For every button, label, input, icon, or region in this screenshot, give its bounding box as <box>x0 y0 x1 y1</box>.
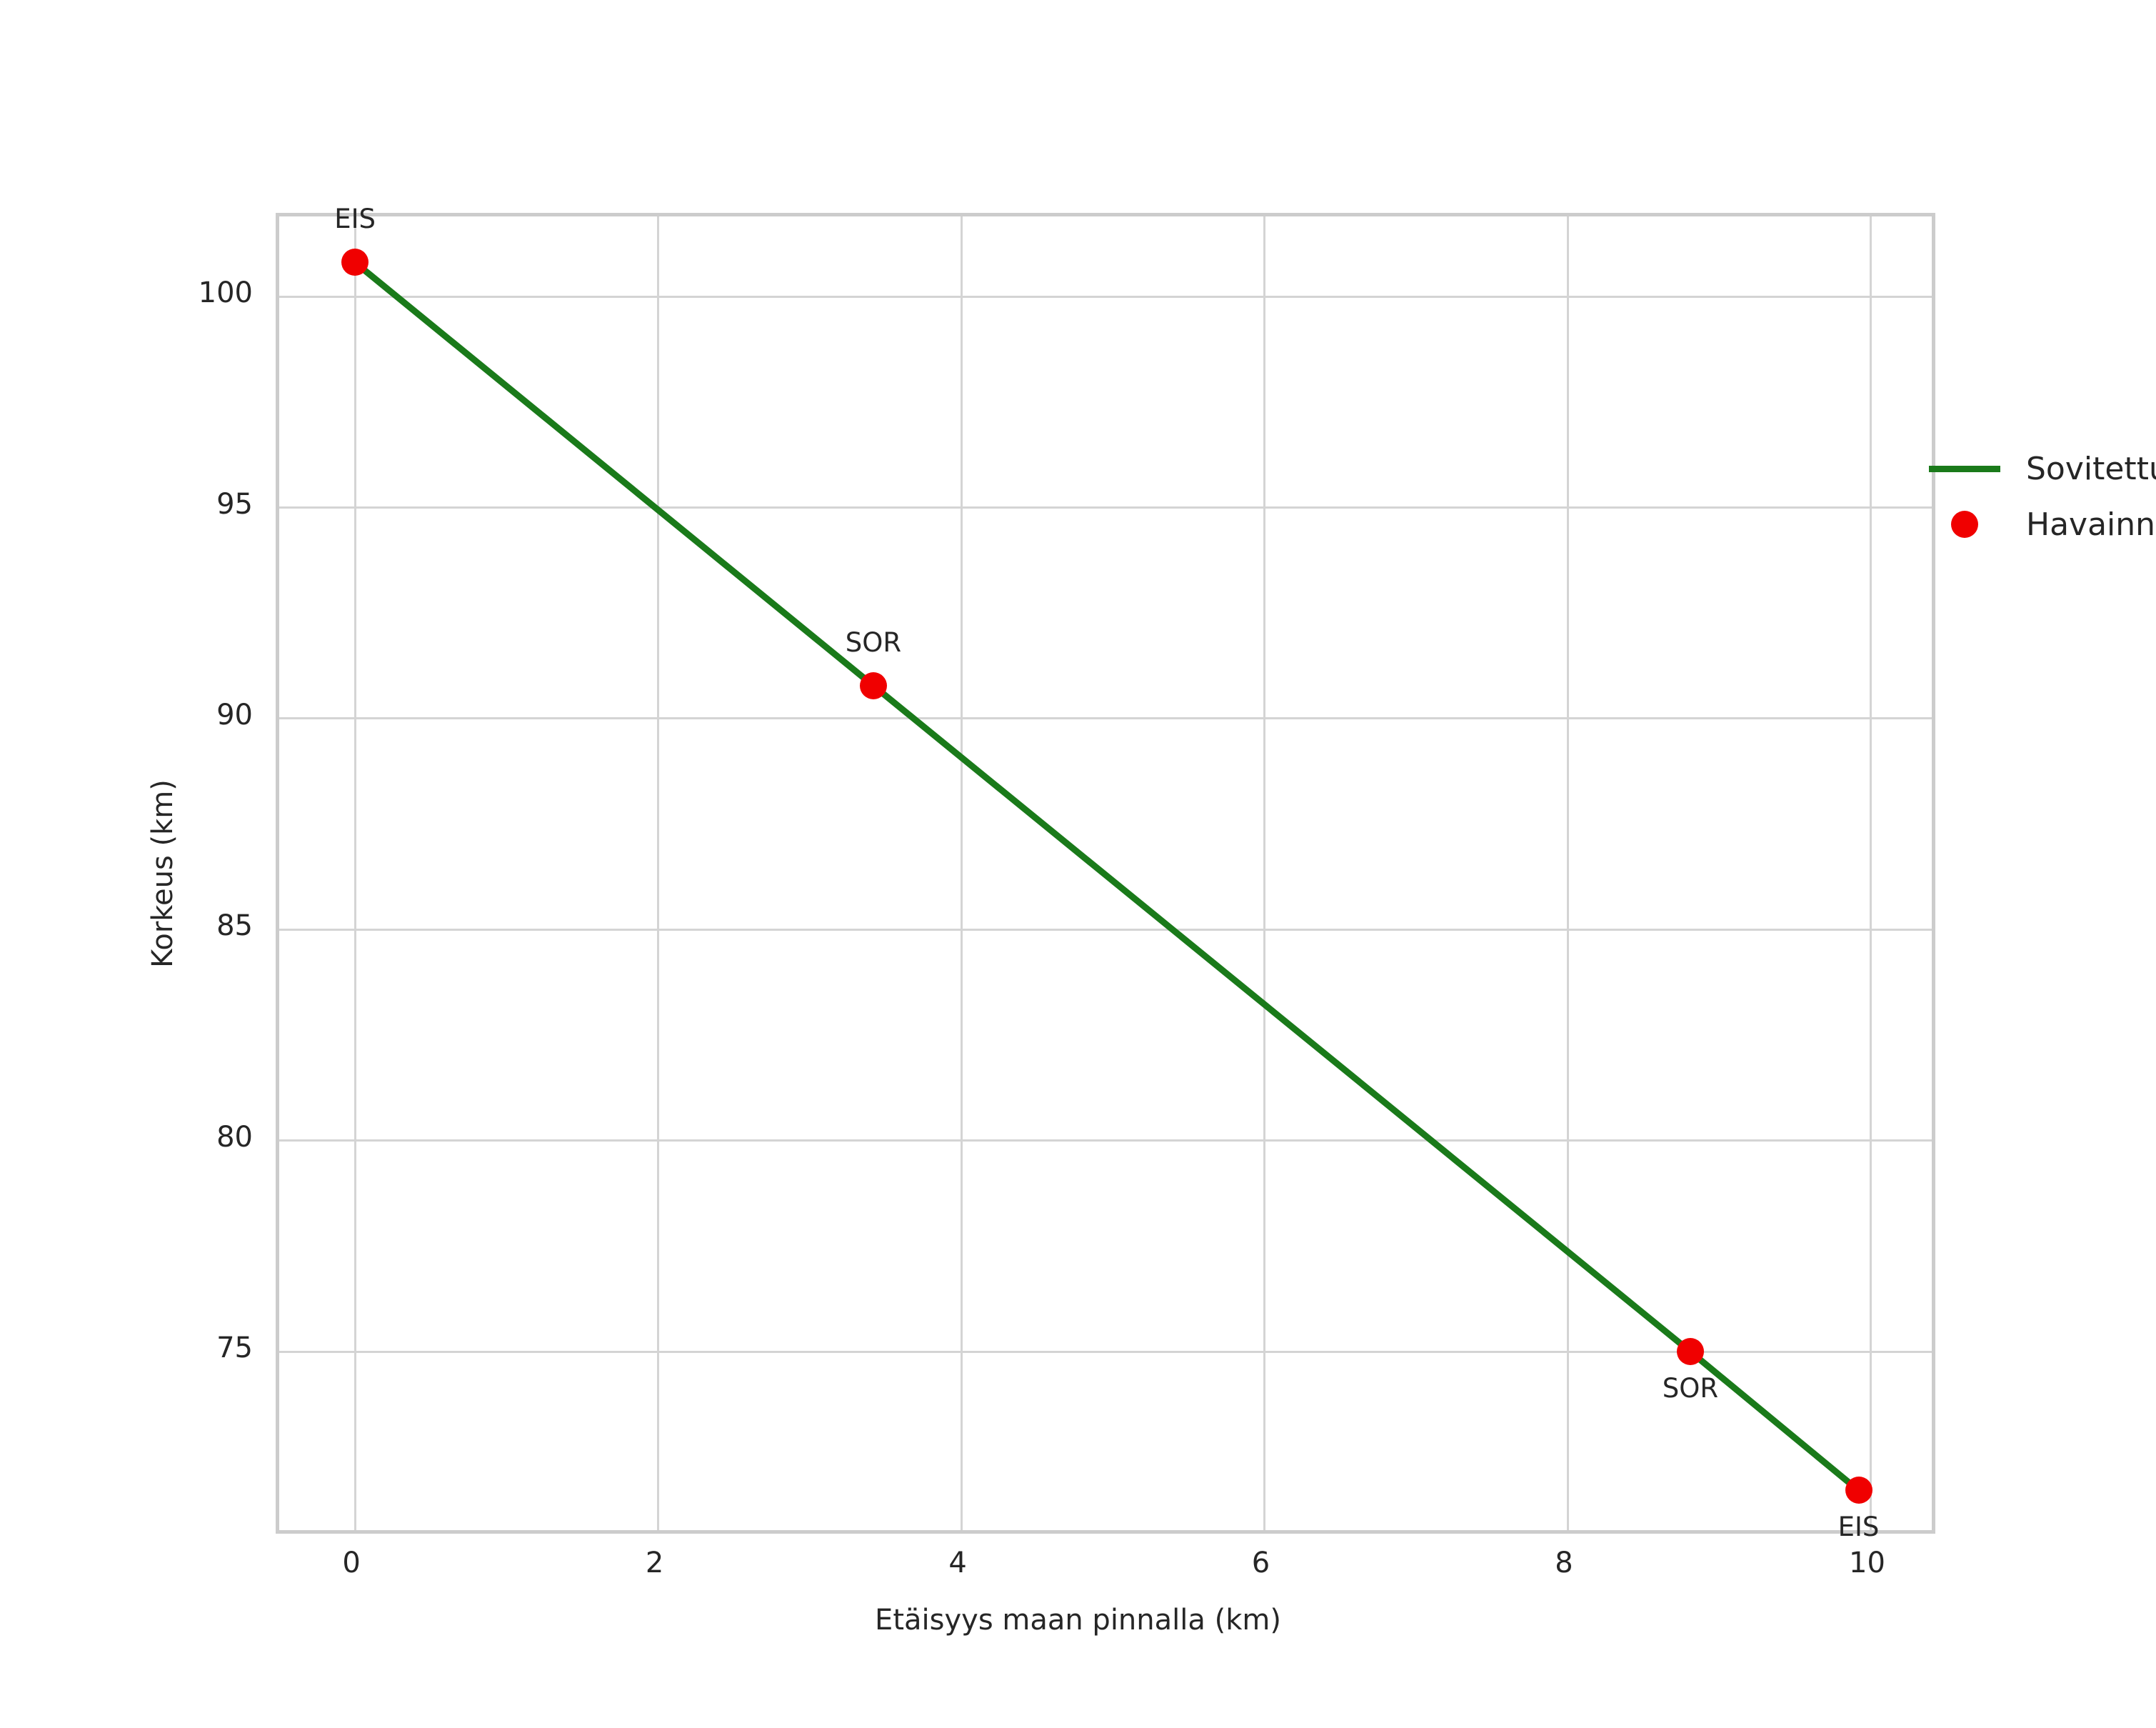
data-point-marker <box>1845 1477 1872 1504</box>
x-tick-label: 6 <box>1251 1547 1270 1579</box>
x-tick-label: 10 <box>1849 1547 1885 1579</box>
data-layer <box>351 259 1862 1494</box>
gridline-horizontal <box>279 1350 1932 1353</box>
gridline-horizontal <box>279 1139 1932 1142</box>
y-tick-label: 90 <box>216 698 253 731</box>
y-tick-label: 75 <box>216 1332 253 1365</box>
fitted-trajectory-line <box>351 259 1862 1494</box>
gridline-vertical <box>1263 216 1266 1530</box>
gridline-horizontal <box>279 928 1932 931</box>
y-tick-label: 100 <box>198 276 253 310</box>
data-point-marker <box>859 671 887 699</box>
gridline-horizontal <box>279 717 1932 720</box>
legend-entry: Sovitettu rata <box>1922 449 2156 489</box>
gridline-horizontal <box>279 295 1932 298</box>
plot-area: EIS SOR SOR EIS Sovitettu rata Havainnot <box>276 204 2156 1542</box>
gridline-vertical <box>1869 216 1872 1530</box>
y-tick-label: 80 <box>216 1120 253 1154</box>
legend-key-marker <box>1922 511 2007 538</box>
legend-line-swatch <box>1929 465 2000 472</box>
gridline-vertical <box>354 216 356 1530</box>
gridline-vertical <box>657 216 660 1530</box>
gridline-vertical <box>960 216 963 1530</box>
data-point-label: SOR <box>1662 1373 1719 1404</box>
legend-key-line <box>1922 465 2007 472</box>
x-tick-label: 0 <box>342 1547 361 1579</box>
y-tick-label: 95 <box>216 487 253 521</box>
x-axis-label: Etäisyys maan pinnalla (km) <box>875 1604 1281 1637</box>
data-point-label: EIS <box>334 204 376 235</box>
data-point-label: SOR <box>845 626 902 658</box>
data-point-label: EIS <box>1837 1512 1880 1543</box>
x-tick-label: 8 <box>1555 1547 1573 1579</box>
legend-dot-swatch <box>1951 511 1978 538</box>
x-tick-label: 2 <box>645 1547 664 1579</box>
legend-label: Havainnot <box>2026 506 2156 543</box>
legend-label: Sovitettu rata <box>2026 450 2156 487</box>
legend-entry: Havainnot <box>1922 504 2156 544</box>
data-point-marker <box>1676 1338 1704 1366</box>
gridline-horizontal <box>279 506 1932 509</box>
x-tick-label: 4 <box>948 1547 967 1579</box>
chart-legend: Sovitettu rata Havainnot <box>1922 449 2156 544</box>
y-tick-label: 85 <box>216 909 253 943</box>
gridline-vertical <box>1566 216 1569 1530</box>
data-point-marker <box>341 249 369 276</box>
